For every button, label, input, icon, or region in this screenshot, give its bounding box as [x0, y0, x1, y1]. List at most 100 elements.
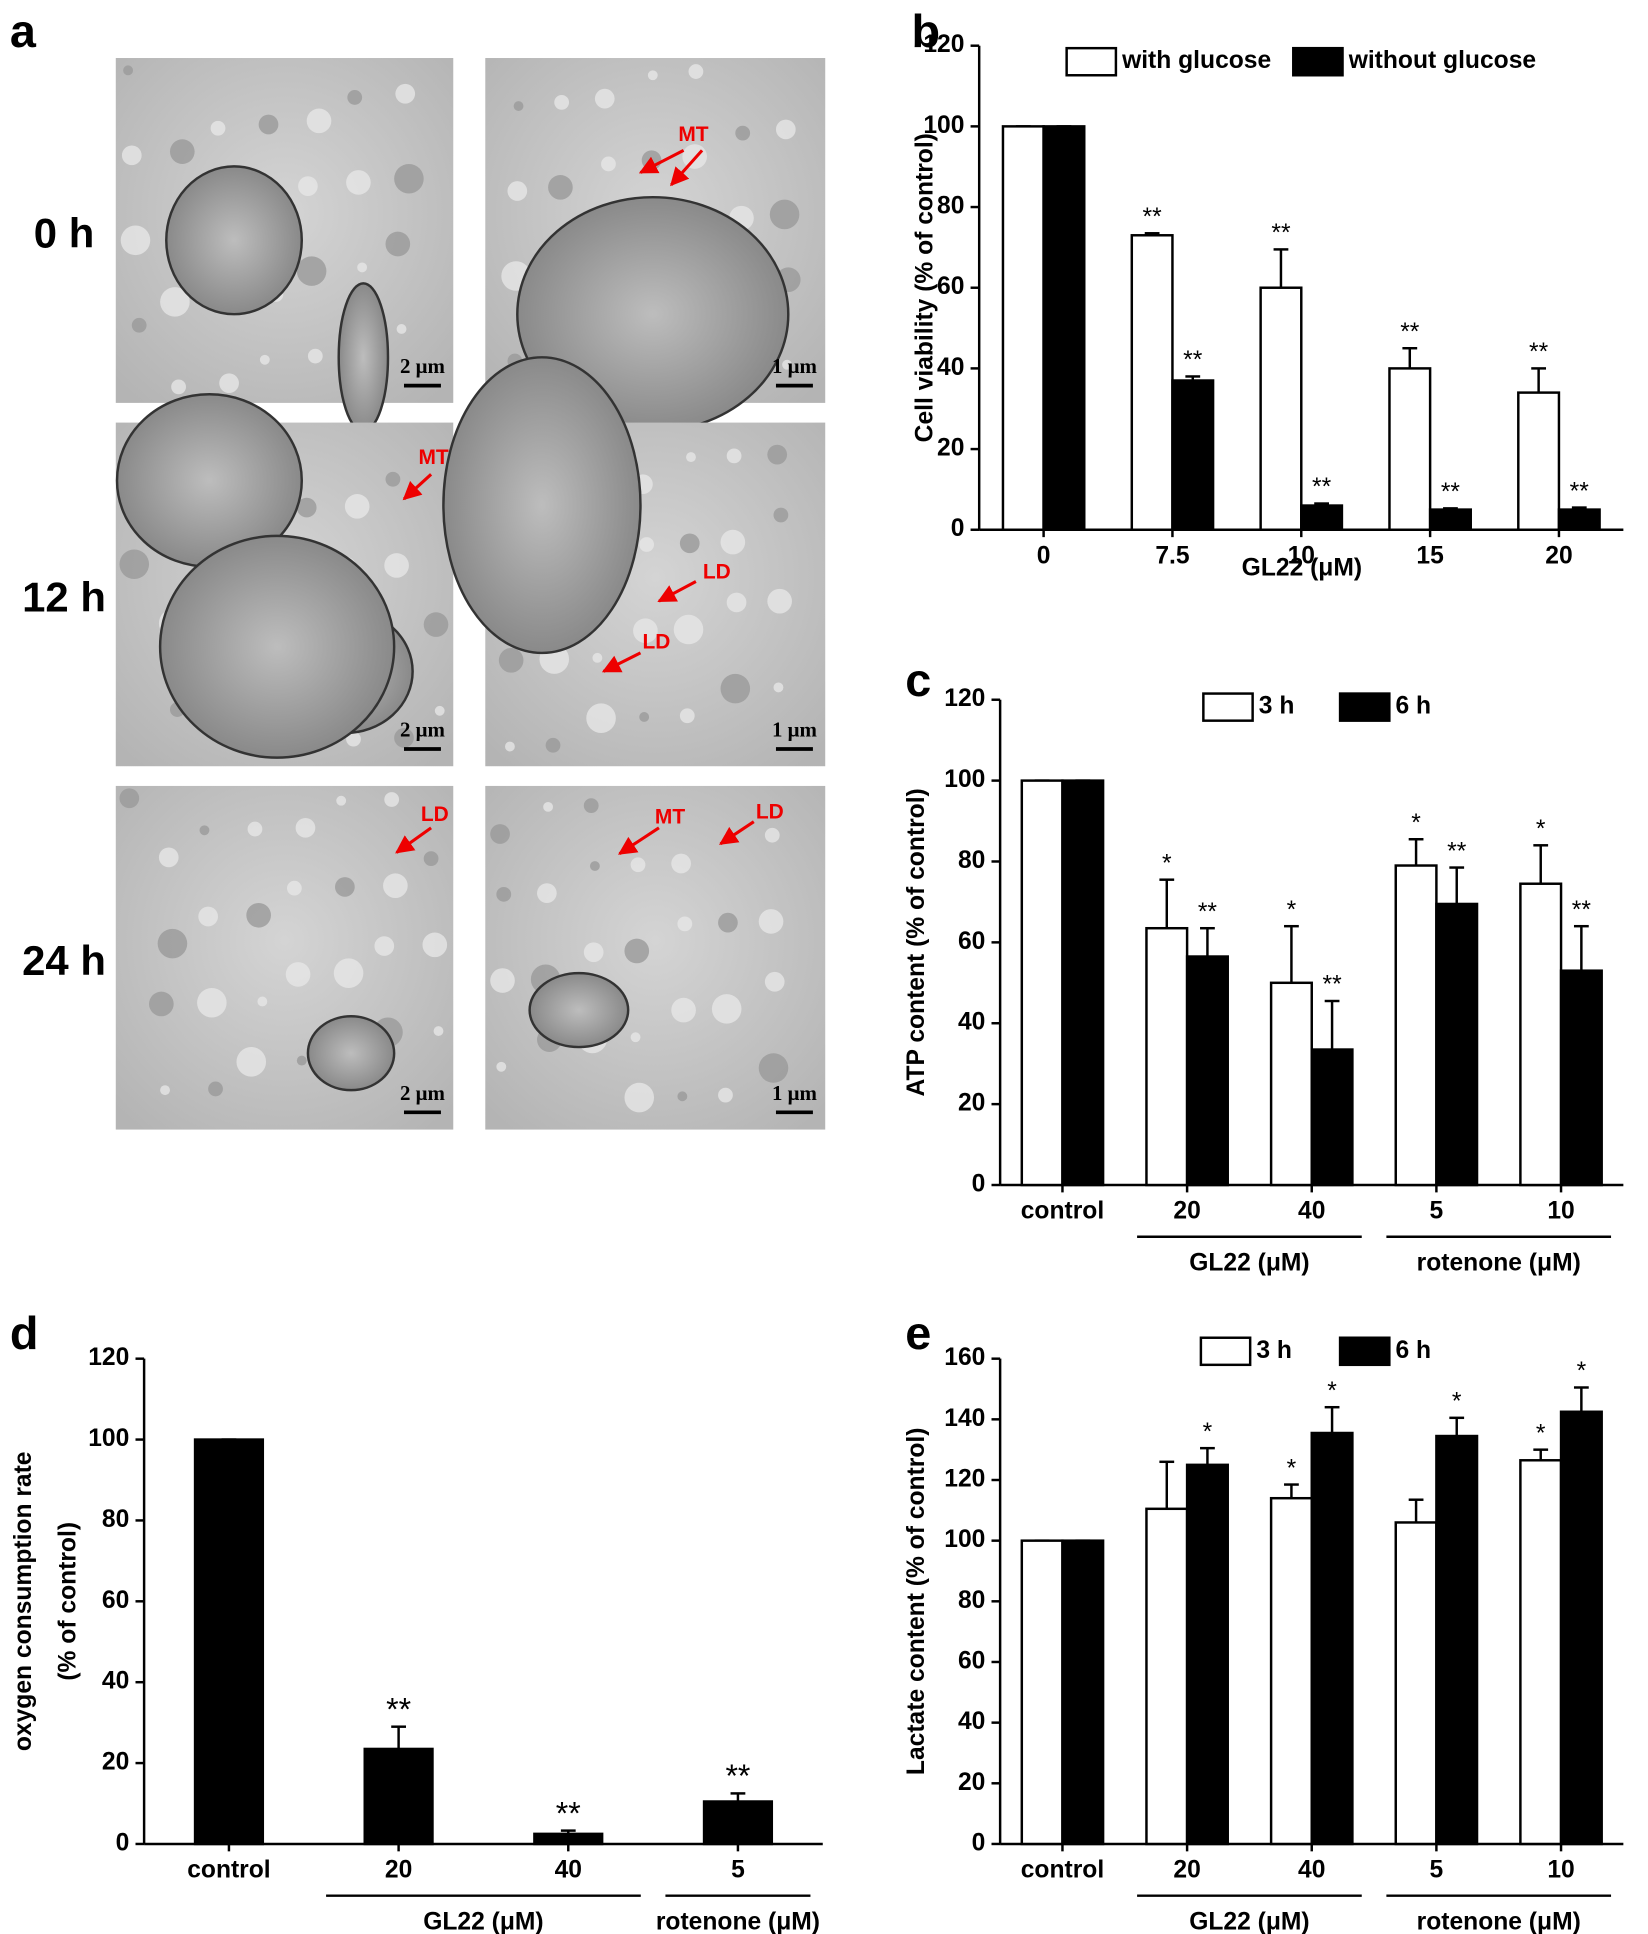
significance: *	[1536, 816, 1546, 843]
significance: **	[556, 1795, 581, 1831]
organelle	[385, 471, 401, 487]
significance: *	[1577, 1358, 1587, 1385]
organelle	[219, 373, 239, 394]
y-tick-label: 40	[958, 1708, 985, 1735]
bar	[1145, 1507, 1189, 1846]
arrow	[601, 651, 642, 673]
organelle	[157, 928, 188, 959]
organelle	[504, 741, 515, 752]
organelle	[639, 712, 650, 722]
organelle	[169, 139, 195, 164]
bar	[1020, 779, 1064, 1187]
nucleus	[528, 971, 630, 1049]
annotation: MT	[655, 805, 685, 828]
legend-label: 3 h	[1256, 1337, 1292, 1364]
y-tick-label: 160	[944, 1344, 985, 1371]
legend-label: 6 h	[1396, 693, 1432, 720]
bar	[1394, 1521, 1438, 1846]
organelle	[548, 175, 573, 200]
y-tick-label: 80	[958, 847, 985, 874]
significance: **	[1400, 319, 1420, 346]
y-tick-label: 0	[951, 515, 965, 542]
organelle	[347, 90, 363, 105]
significance: *	[1287, 1455, 1297, 1482]
y-tick-label: 100	[923, 112, 964, 139]
organelle	[295, 817, 316, 838]
organelle	[121, 145, 142, 166]
organelle	[296, 256, 327, 286]
organelle	[554, 94, 570, 110]
y-tick-label: 20	[937, 435, 964, 462]
organelle	[346, 170, 371, 195]
organelle	[286, 880, 302, 896]
annotation: LD	[756, 801, 784, 824]
significance: *	[1203, 1419, 1213, 1446]
organelle	[246, 902, 271, 928]
x-tick-label: 20	[1545, 542, 1572, 569]
x-tick-label: 15	[1416, 542, 1444, 569]
y-tick-label: 100	[88, 1425, 129, 1452]
organelle	[720, 673, 751, 704]
organelle	[726, 592, 747, 613]
bar	[1001, 125, 1045, 531]
bar	[1435, 902, 1479, 1187]
organelle	[160, 287, 190, 317]
organelle	[673, 614, 704, 645]
bar	[1310, 1431, 1354, 1846]
organelle	[296, 497, 317, 518]
bar	[1185, 955, 1229, 1187]
organelle	[677, 916, 693, 932]
y-tick-label: 60	[102, 1587, 129, 1614]
group-label: rotenone (μM)	[1417, 1908, 1581, 1934]
x-tick-label: 5	[731, 1857, 745, 1884]
y-tick-label: 0	[972, 1171, 986, 1198]
organelle	[333, 958, 364, 988]
significance: **	[1447, 838, 1467, 865]
organelle	[583, 942, 604, 963]
bar	[1394, 864, 1438, 1187]
x-axis-label: GL22 (μM)	[1242, 555, 1362, 582]
y-tick-label: 60	[958, 928, 985, 955]
arrow	[617, 826, 660, 855]
organelle	[490, 824, 510, 844]
organelle	[545, 737, 561, 753]
bar	[193, 1438, 265, 1846]
organelle	[767, 588, 792, 614]
organelle	[374, 936, 395, 956]
organelle	[496, 1061, 507, 1072]
legend-label: without glucose	[1348, 47, 1536, 74]
y-tick-label: 0	[116, 1829, 130, 1856]
organelle	[210, 120, 226, 136]
legend-swatch	[1199, 1336, 1252, 1367]
organelle	[775, 119, 796, 140]
organelle	[735, 125, 751, 141]
organelle	[422, 932, 448, 958]
organelle	[537, 883, 557, 903]
organelle	[307, 348, 323, 364]
organelle	[208, 1081, 223, 1097]
significance: **	[1441, 479, 1461, 506]
organelle	[764, 827, 780, 843]
x-tick-label: 20	[1173, 1857, 1200, 1884]
organelle	[498, 647, 524, 673]
y-axis-label: (% of control)	[54, 1522, 81, 1681]
legend-swatch	[1292, 46, 1344, 77]
bar	[1517, 391, 1561, 531]
organelle	[773, 682, 784, 693]
panel-label: d	[10, 1307, 39, 1359]
y-tick-label: 120	[88, 1344, 129, 1371]
y-tick-label: 80	[102, 1506, 129, 1533]
bar	[1130, 234, 1174, 531]
organelle	[589, 861, 600, 871]
panel-label: e	[905, 1307, 931, 1359]
bar	[1042, 125, 1086, 531]
organelle	[158, 847, 179, 868]
nucleus	[158, 534, 396, 759]
scale-label: 1 μm	[772, 354, 818, 378]
significance: **	[386, 1691, 411, 1727]
organelle	[119, 788, 140, 809]
time-label: 12 h	[22, 574, 106, 621]
x-tick-label: control	[1021, 1857, 1104, 1884]
organelle	[423, 851, 439, 867]
organelle	[769, 199, 800, 230]
